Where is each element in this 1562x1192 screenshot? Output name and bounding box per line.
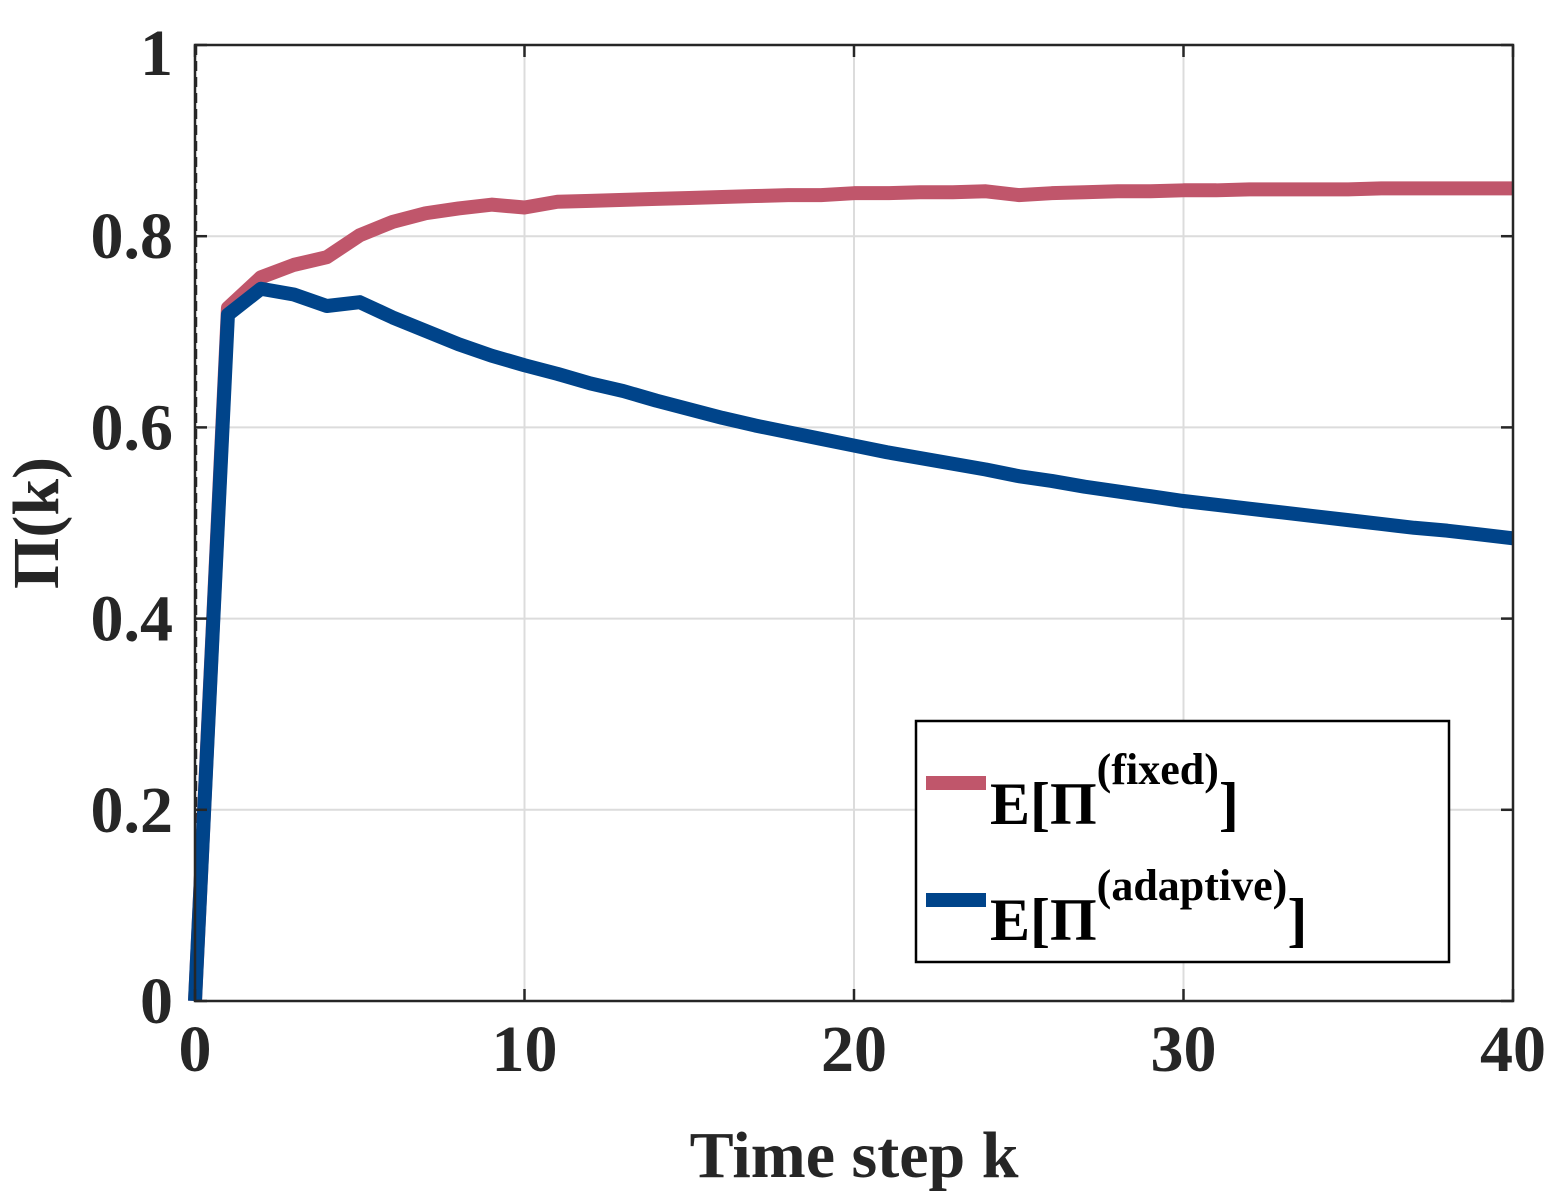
series-line-adaptive	[188, 281, 1514, 1002]
legend-fixed-sup: (fixed)	[1097, 745, 1219, 794]
y-tick-label: 0	[140, 965, 173, 1038]
series-layer	[188, 181, 1514, 1002]
series-line-fixed	[188, 181, 1513, 1002]
legend-entry-adaptive: E[Π(adaptive)]	[990, 861, 1307, 953]
axis-ticks	[193, 43, 1515, 1003]
legend-entry-fixed: E[Π(fixed)]	[990, 745, 1239, 837]
y-tick-label: 0.6	[91, 391, 174, 464]
y-tick-label: 0.2	[91, 774, 174, 847]
y-tick-label: 1	[140, 17, 173, 90]
x-tick-label: 0	[179, 1013, 212, 1086]
x-tick-label: 40	[1480, 1013, 1546, 1086]
legend-adaptive-sup: (adaptive)	[1097, 861, 1288, 910]
legend-adaptive-main: E[Π	[990, 887, 1097, 953]
y-tick-label: 0.8	[91, 200, 174, 273]
x-axis-label: Time step k	[690, 1119, 1019, 1192]
y-axis-label: Π(k)	[0, 457, 73, 589]
y-tick-label: 0.4	[91, 583, 174, 656]
legend-adaptive-close: ]	[1287, 887, 1307, 953]
x-tick-label: 20	[821, 1013, 887, 1086]
legend-fixed-main: E[Π	[990, 771, 1097, 837]
x-tick-label: 30	[1151, 1013, 1217, 1086]
x-tick-label: 10	[492, 1013, 558, 1086]
legend-fixed-close: ]	[1219, 771, 1239, 837]
tick-labels: 0 10 20 30 40 0 0.2 0.4 0.6 0.8 1	[91, 17, 1547, 1086]
legend-box	[914, 719, 1451, 964]
legend: E[Π(fixed)] E[Π(adaptive)]	[914, 719, 1451, 964]
